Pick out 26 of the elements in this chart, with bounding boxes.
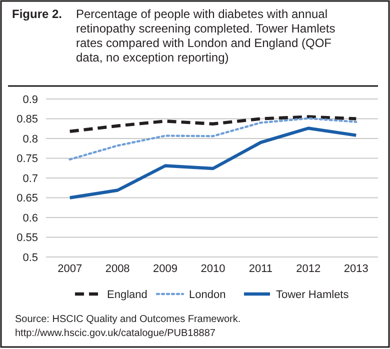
source-note: Source: HSCIC Quality and Outcomes Framework. xyxy=(15,314,241,325)
y-tick-label: 0.7 xyxy=(22,172,38,185)
x-tick-label: 2007 xyxy=(58,263,82,275)
chart-title: Percentage of people with diabetes with annual retinopathy screening completed. Tower Hamlets rates compared with London and England (QOF data, no exception reporting) xyxy=(76,7,336,64)
y-tick-label: 0.55 xyxy=(16,232,38,244)
y-tick-label: 0.5 xyxy=(22,252,38,264)
y-tick-label: 0.75 xyxy=(16,153,38,166)
line-series xyxy=(68,115,358,133)
y-tick-label: 0.8 xyxy=(22,133,38,146)
y-tick-label: 0.65 xyxy=(16,192,38,205)
line-series xyxy=(68,117,358,161)
x-tick-label: 2008 xyxy=(105,263,130,275)
caption: Figure 2. xyxy=(12,7,62,21)
y-tick-label: 0.6 xyxy=(22,212,38,224)
x-tick-label: 2009 xyxy=(153,263,178,275)
y-tick-label: 0.85 xyxy=(16,114,38,126)
legend-label: London xyxy=(189,288,226,301)
x-tick-label: 2012 xyxy=(296,263,321,275)
x-tick-label: 2011 xyxy=(248,263,273,275)
text: http://www.hscic.gov.uk/catalogue/PUB18887 xyxy=(15,328,216,339)
x-tick-label: 2013 xyxy=(344,263,368,275)
legend-label: Tower Hamlets xyxy=(276,288,350,301)
y-tick-label: 0.9 xyxy=(22,94,38,106)
line-series xyxy=(68,126,358,200)
x-tick-label: 2010 xyxy=(200,263,226,275)
legend-label: England xyxy=(107,288,148,301)
